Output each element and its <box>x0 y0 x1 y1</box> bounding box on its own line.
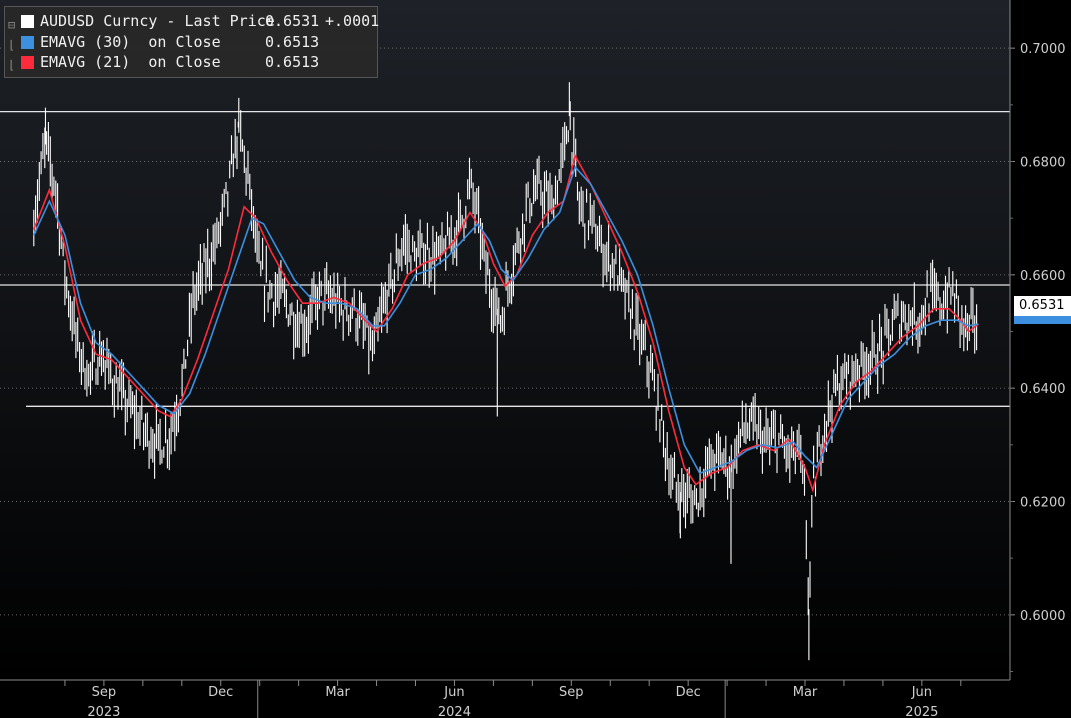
legend-label-ema21: EMAVG (21) on Close <box>40 53 221 71</box>
legend-value-last-price: 0.6531 <box>265 12 320 30</box>
plot-background <box>0 0 1010 680</box>
series-ema30 <box>33 165 979 475</box>
y-tick-label: 0.6200 <box>1020 496 1066 511</box>
legend-change-last-price: +.0001 <box>325 12 380 30</box>
y-tick-label: 0.6800 <box>1020 156 1066 171</box>
y-tick-label: 0.7000 <box>1020 42 1066 57</box>
legend-label-last-price: AUDUSD Curncy - Last Price <box>40 12 275 30</box>
year-label: 2023 <box>87 705 120 718</box>
year-label: 2025 <box>905 705 938 718</box>
year-label: 2024 <box>438 705 471 718</box>
legend-row-ema21: EMAVG (21) on Close 0.6513 <box>21 53 319 71</box>
x-tick-label: Sep <box>92 685 117 700</box>
x-tick-label: Jun <box>911 685 932 700</box>
series-ema21 <box>33 153 979 493</box>
legend-label-ema30: EMAVG (30) on Close <box>40 33 221 51</box>
legend-value-ema30: 0.6513 <box>265 33 320 51</box>
legend-swatch-blue <box>21 36 34 49</box>
legend: ⊟ ⌊ ⌊ AUDUSD Curncy - Last Price 0.6531 +.… <box>4 6 379 78</box>
x-tick-label: Jun <box>443 685 464 700</box>
y-tick-label: 0.6600 <box>1020 269 1066 284</box>
y-axis: 0.7000 0.6800 0.6600 0.6400 0.6200 0.6000 <box>1009 0 1066 680</box>
x-tick-label: Dec <box>208 685 233 700</box>
legend-row-last-price: AUDUSD Curncy - Last Price 0.6531 +.0001 <box>21 12 379 30</box>
x-tick-label: Dec <box>676 685 701 700</box>
y-tick-label: 0.6400 <box>1020 382 1066 397</box>
grid-lines <box>0 47 1010 616</box>
legend-swatch-red <box>21 56 34 69</box>
legend-tree-icon: ⊟ ⌊ ⌊ <box>8 18 16 72</box>
x-tick-label: Mar <box>793 685 818 700</box>
x-tick-label: Mar <box>325 685 350 700</box>
legend-swatch-white <box>21 15 34 28</box>
legend-row-ema30: EMAVG (30) on Close 0.6513 <box>21 33 319 51</box>
x-tick-label: Sep <box>559 685 584 700</box>
series-last-price <box>33 82 978 661</box>
y-tick-label: 0.6000 <box>1020 609 1066 624</box>
legend-value-ema21: 0.6513 <box>265 53 320 71</box>
series-group <box>33 82 979 661</box>
x-axis: Sep Dec Mar Jun Sep Dec Mar Jun 2023 2024 2025 <box>0 679 1010 718</box>
last-price-tag: 0.6531 <box>1014 296 1071 316</box>
